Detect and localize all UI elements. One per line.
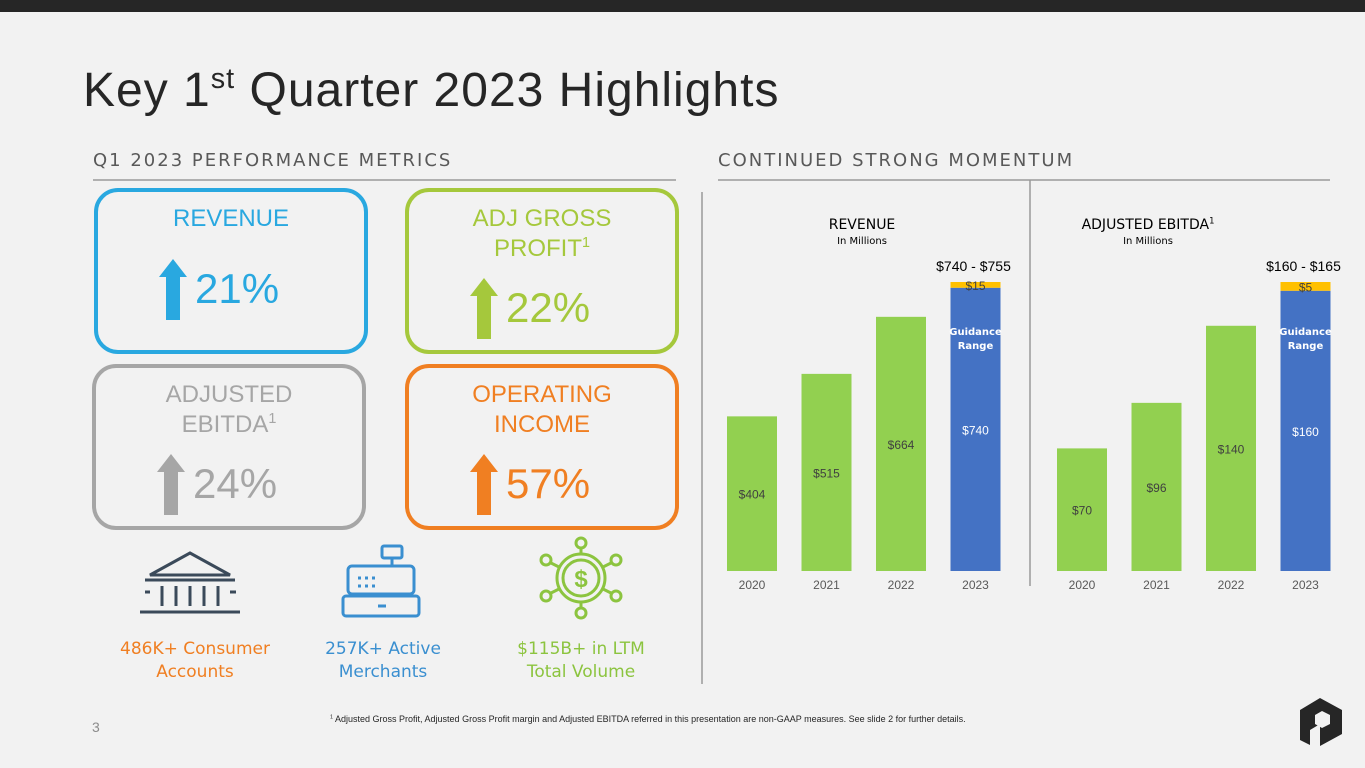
chart-subtitle: In Millions [1123, 236, 1173, 247]
x-tick-label: 2022 [1218, 578, 1245, 592]
stat-text: $115B+ in LTM [517, 639, 645, 659]
up-arrow [159, 259, 187, 320]
up-arrow [470, 454, 498, 515]
metric-label: EBITDA1 [182, 411, 277, 438]
metric-label: INCOME [494, 411, 590, 438]
x-tick-label: 2023 [962, 578, 989, 592]
metric-box [405, 188, 679, 354]
annotation: $160 - $165 [1266, 258, 1341, 274]
bar-note: Guidance [1279, 327, 1332, 338]
bar [727, 416, 777, 571]
metric-label-part: ADJUSTED [166, 381, 293, 408]
bank-icon [140, 551, 240, 614]
chart-title-part: 1 [1209, 216, 1214, 226]
up-arrow [470, 278, 498, 339]
metric-value: 21% [195, 265, 279, 312]
page-number: 3 [92, 719, 100, 735]
x-tick-label: 2021 [1143, 578, 1170, 592]
metric-label-part: 1 [582, 235, 590, 251]
metric-label-part: ADJ GROSS [473, 205, 612, 232]
metric-value: 57% [506, 460, 590, 507]
metric-box [94, 188, 368, 354]
metric-label: PROFIT1 [494, 235, 590, 262]
data-label: $515 [813, 466, 840, 480]
slide-title-part: Quarter 2023 Highlights [235, 64, 779, 117]
x-tick-label: 2021 [813, 578, 840, 592]
metric-label: ADJUSTED [166, 381, 293, 408]
metric-label: OPERATING [472, 381, 612, 408]
metric-label-part: OPERATING [472, 381, 612, 408]
up-arrow [157, 454, 185, 515]
bar [1057, 448, 1107, 571]
metric-box [92, 364, 366, 530]
data-label: $5 [1299, 280, 1313, 294]
data-label: $664 [888, 438, 915, 452]
data-label: $140 [1218, 442, 1245, 456]
annotation: $740 - $755 [936, 258, 1011, 274]
volume-icon: $ [539, 536, 623, 620]
data-label: $15 [965, 279, 985, 293]
slide-title-part: Key 1 [83, 64, 211, 117]
metric-label-part: PROFIT [494, 235, 582, 262]
chart-title: ADJUSTED EBITDA1 [1082, 216, 1215, 233]
section-heading: Q1 2023 PERFORMANCE METRICS [93, 150, 452, 171]
stat-text: Accounts [156, 662, 234, 682]
bar [1206, 325, 1256, 571]
bar [1280, 282, 1331, 291]
x-tick-label: 2023 [1292, 578, 1319, 592]
chart-title-part: ADJUSTED EBITDA [1082, 217, 1210, 233]
x-tick-label: 2020 [1069, 578, 1096, 592]
bar [1280, 290, 1331, 571]
bar [1131, 402, 1182, 571]
chart-title-part: REVENUE [829, 217, 896, 233]
logo [1300, 698, 1342, 746]
data-label: $96 [1146, 481, 1166, 495]
data-label: $740 [962, 423, 989, 437]
bar-note: Range [958, 341, 994, 352]
footnote-part: 1 [330, 715, 333, 721]
bar [950, 287, 1001, 571]
metric-label: ADJ GROSS [473, 205, 612, 232]
data-label: $404 [739, 488, 766, 502]
metric-value: 24% [193, 460, 277, 507]
svg-text:$: $ [574, 566, 588, 593]
stat-text: 257K+ Active [325, 639, 441, 659]
metric-value: 22% [506, 284, 590, 331]
bar-note: Range [1288, 341, 1324, 352]
metric-label-part: 1 [268, 411, 276, 427]
metric-box [405, 364, 679, 530]
metric-label-part: EBITDA [182, 411, 269, 438]
top-bar [0, 0, 1365, 12]
stat-text: Merchants [339, 662, 428, 682]
stat-text: Total Volume [526, 662, 635, 682]
x-tick-label: 2020 [739, 578, 766, 592]
bar [801, 373, 852, 571]
stat-text: 486K+ Consumer [120, 639, 270, 659]
slide-title-part: st [211, 63, 235, 95]
metric-label: REVENUE [173, 205, 289, 232]
footnote: 1 Adjusted Gross Profit, Adjusted Gross … [330, 714, 966, 724]
section-heading: CONTINUED STRONG MOMENTUM [718, 150, 1074, 171]
chart-subtitle: In Millions [837, 236, 887, 247]
slide-title: Key 1st Quarter 2023 Highlights [83, 63, 779, 117]
metric-label-part: REVENUE [173, 205, 289, 232]
bar [950, 282, 1001, 288]
metric-label-part: INCOME [494, 411, 590, 438]
register-icon [341, 544, 421, 618]
x-tick-label: 2022 [888, 578, 915, 592]
bar-note: Guidance [949, 327, 1002, 338]
data-label: $70 [1072, 504, 1092, 518]
chart-title: REVENUE [829, 217, 896, 233]
footnote-part: Adjusted Gross Profit, Adjusted Gross Pr… [333, 714, 966, 724]
bar [876, 316, 926, 571]
data-label: $160 [1292, 425, 1319, 439]
